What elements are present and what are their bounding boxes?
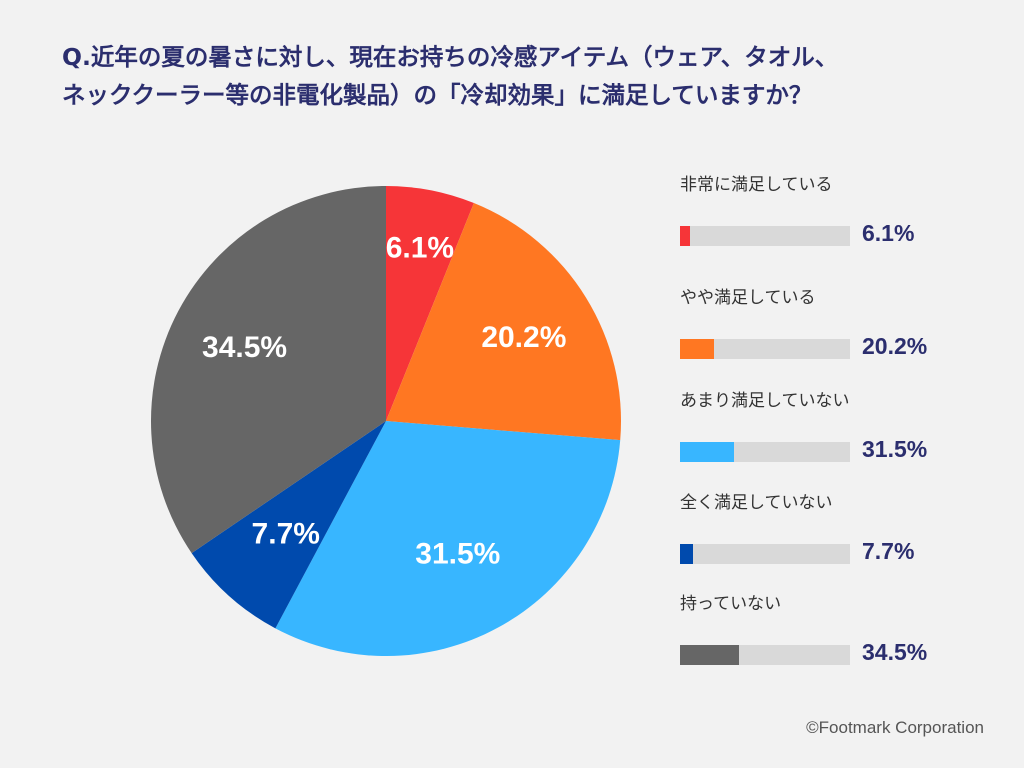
legend-item-very-satisfied: 非常に満足している 6.1% <box>680 170 1010 250</box>
legend-item-somewhat-satisfied: やや満足している 20.2% <box>680 283 1010 363</box>
bar-track <box>680 226 850 246</box>
bar-fill <box>680 226 691 246</box>
pie-label-do-not-own: 34.5% <box>202 331 287 364</box>
legend-value: 7.7% <box>862 538 915 564</box>
legend-label: あまり満足していない <box>680 391 850 411</box>
bar-fill <box>680 442 734 462</box>
bar-track <box>680 544 850 564</box>
bar-fill <box>680 544 694 564</box>
legend-item-do-not-own: 持っていない 34.5% <box>680 589 1010 669</box>
legend-label: 持っていない <box>680 594 782 614</box>
legend-item-not-satisfied-at-all: 全く満足していない 7.7% <box>680 488 1010 568</box>
legend-item-not-very-satisfied: あまり満足していない 31.5% <box>680 386 1010 466</box>
chart-title-line-2: ネッククーラー等の非電化製品）の「冷却効果」に満足していますか？ <box>62 81 813 109</box>
pie-slice-not-satisfied-at-all <box>191 421 386 629</box>
bar-fill <box>680 339 715 359</box>
legend-label: 非常に満足している <box>680 175 833 195</box>
pie-slice-very-satisfied <box>386 186 474 421</box>
pie-label-somewhat-satisfied: 20.2% <box>481 321 566 354</box>
bar-track <box>680 442 850 462</box>
legend-value: 20.2% <box>862 333 928 359</box>
chart-title-line-1: Q.近年の夏の暑さに対し、現在お持ちの冷感アイテム（ウェア、タオル、 <box>62 43 839 71</box>
pie-slice-do-not-own <box>151 186 386 554</box>
pie-label-not-satisfied-at-all: 7.7% <box>252 518 320 551</box>
bar-track <box>680 339 850 359</box>
legend-value: 34.5% <box>862 639 928 665</box>
pie-label-not-very-satisfied: 31.5% <box>415 538 500 571</box>
bar-track <box>680 645 850 665</box>
copyright-credit: ©Footmark Corporation <box>806 718 984 737</box>
legend-value: 6.1% <box>862 220 915 246</box>
chart-title: Q.近年の夏の暑さに対し、現在お持ちの冷感アイテム（ウェア、タオル、 ネッククー… <box>62 38 992 114</box>
legend-value: 31.5% <box>862 436 928 462</box>
pie-slice-somewhat-satisfied <box>386 203 621 441</box>
legend-label: やや満足している <box>680 288 816 308</box>
legend-label: 全く満足していない <box>680 493 833 513</box>
pie-slice-not-very-satisfied <box>275 421 621 656</box>
pie-label-very-satisfied: 6.1% <box>386 231 454 264</box>
bar-fill <box>680 645 739 665</box>
